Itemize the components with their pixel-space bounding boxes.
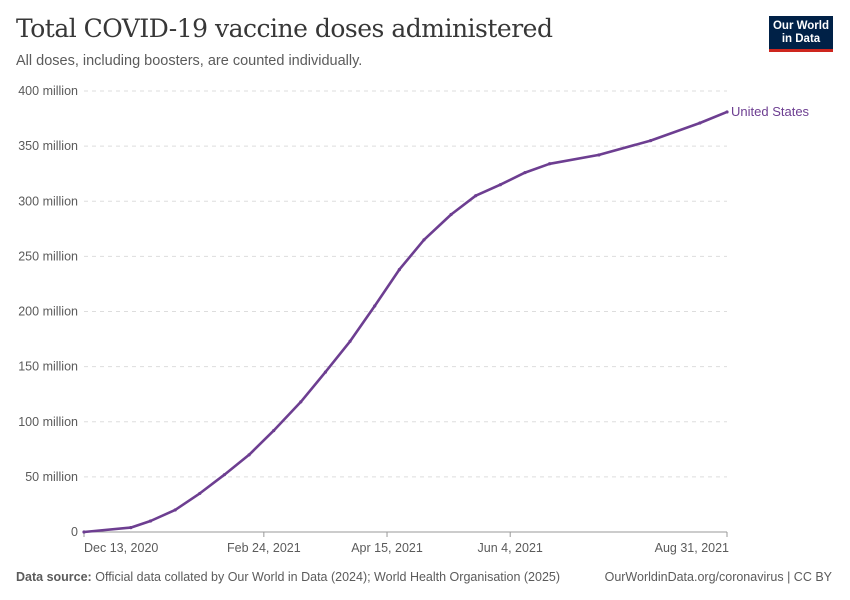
data-point — [498, 183, 502, 187]
x-tick-label: Apr 15, 2021 — [351, 541, 423, 555]
data-point — [247, 453, 251, 457]
y-tick-label: 400 million — [18, 84, 78, 98]
source-label: Data source: — [16, 570, 92, 584]
data-point — [523, 170, 527, 175]
y-tick-label: 50 million — [25, 470, 78, 484]
data-point — [299, 400, 303, 404]
data-point — [173, 508, 177, 512]
y-tick-label: 0 — [71, 525, 78, 539]
x-tick-label: Feb 24, 2021 — [227, 541, 301, 555]
data-point — [348, 339, 352, 343]
data-point — [449, 212, 453, 217]
data-point — [148, 519, 153, 523]
data-point — [474, 194, 478, 198]
series-line-united-states — [82, 110, 729, 534]
data-point — [725, 110, 729, 114]
data-point — [82, 530, 86, 534]
y-tick-label: 200 million — [18, 305, 78, 319]
data-point — [198, 491, 202, 496]
data-point — [222, 473, 227, 477]
series-label: United States — [731, 104, 810, 119]
x-tick-label: Dec 13, 2020 — [84, 541, 158, 555]
data-source: Data source: Official data collated by O… — [16, 570, 560, 584]
y-tick-label: 100 million — [18, 415, 78, 429]
data-point — [373, 304, 377, 308]
owid-logo[interactable]: Our World in Data — [769, 16, 833, 52]
data-point — [698, 121, 702, 125]
data-point — [397, 268, 401, 272]
data-point — [422, 238, 426, 242]
data-point — [597, 153, 601, 157]
chart-subtitle: All doses, including boosters, are count… — [16, 53, 363, 69]
data-point — [548, 162, 552, 166]
y-tick-label: 150 million — [18, 360, 78, 374]
data-point — [129, 525, 133, 530]
y-tick-label: 250 million — [18, 249, 78, 263]
x-tick-label: Jun 4, 2021 — [478, 541, 543, 555]
data-point — [649, 139, 653, 143]
source-text: Official data collated by Our World in D… — [95, 570, 561, 584]
chart-title: Total COVID-19 vaccine doses administere… — [16, 14, 553, 43]
data-point — [323, 370, 328, 374]
y-tick-label: 350 million — [18, 139, 78, 153]
y-tick-label: 300 million — [18, 194, 78, 208]
footer-link[interactable]: OurWorldinData.org/coronavirus | CC BY — [604, 570, 832, 584]
x-tick-label: Aug 31, 2021 — [655, 541, 729, 555]
data-point — [272, 428, 276, 433]
